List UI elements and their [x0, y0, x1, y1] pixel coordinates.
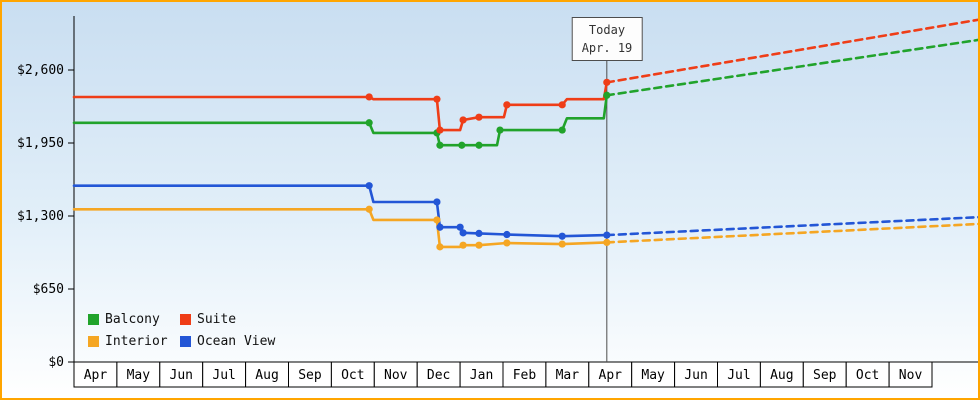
x-axis-month-cell: [159, 361, 204, 388]
today-date-label: Apr. 19: [581, 41, 633, 55]
series-point-interior: [558, 240, 566, 248]
x-axis-month-cell: [330, 361, 375, 388]
x-axis-month-cell: [545, 361, 590, 388]
legend-item-suite: Suite: [180, 312, 275, 327]
series-point-ocean-view: [558, 232, 566, 240]
legend-item-ocean-view: Ocean View: [180, 334, 275, 349]
series-point-suite: [603, 78, 611, 86]
series-point-interior: [475, 241, 483, 249]
y-axis-label: $650: [33, 282, 64, 297]
x-axis-month-label: Dec: [427, 368, 450, 383]
series-point-suite: [436, 126, 444, 134]
series-point-ocean-view: [365, 182, 373, 190]
series-point-suite: [558, 101, 566, 109]
x-axis-month-label: May: [641, 368, 665, 383]
x-axis-month-cell: [631, 361, 676, 388]
x-axis-month-cell: [588, 361, 633, 388]
x-axis-month-label: Jul: [727, 368, 750, 383]
series-point-ocean-view: [436, 223, 444, 231]
legend-label-balcony: Balcony: [105, 312, 160, 327]
x-axis-month-label: Apr: [84, 368, 108, 383]
series-line-ocean-view: [72, 184, 609, 238]
series-point-suite: [459, 116, 467, 124]
x-axis-month-label: Nov: [384, 368, 408, 383]
x-axis-month-label: Mar: [556, 368, 580, 383]
series-point-balcony: [496, 126, 504, 134]
series-point-ocean-view: [433, 198, 441, 206]
chart-legend: Balcony Suite Interior Ocean View: [88, 312, 275, 349]
series-point-ocean-view: [503, 230, 511, 239]
series-point-ocean-view: [603, 231, 611, 239]
x-axis-month-label: Oct: [341, 368, 364, 383]
series-point-interior: [603, 238, 611, 246]
legend-swatch-interior: [88, 336, 99, 347]
x-axis-month-cell: [888, 361, 933, 388]
x-axis-month-cell: [73, 361, 118, 388]
series-point-balcony: [458, 141, 466, 149]
series-point-ocean-view: [459, 229, 467, 237]
y-axis-label: $1,950: [17, 136, 64, 151]
series-line-interior: [72, 208, 609, 249]
series-point-balcony: [558, 126, 566, 134]
series-point-balcony: [603, 91, 611, 99]
series-projection-interior: [605, 222, 978, 244]
x-axis-month-label: Sep: [813, 368, 837, 383]
x-axis-month-label: Apr: [599, 368, 623, 383]
series-point-balcony: [365, 119, 373, 127]
series-point-interior: [436, 243, 444, 251]
series-projection-balcony: [605, 38, 978, 97]
x-axis-month-label: Jun: [170, 368, 193, 383]
x-axis-month-cell: [802, 361, 847, 388]
y-axis-label: $0: [48, 355, 64, 370]
x-axis-month-cell: [245, 361, 290, 388]
legend-item-balcony: Balcony: [88, 312, 180, 327]
today-label: Today: [588, 23, 626, 37]
series-point-interior: [433, 216, 441, 224]
today-marker-box: Today Apr. 19: [571, 17, 643, 61]
x-axis-month-label: Jun: [684, 368, 707, 383]
legend-swatch-ocean-view: [180, 336, 191, 347]
series-point-suite: [365, 93, 373, 101]
x-axis-month-label: Sep: [298, 368, 322, 383]
series-line-balcony: [72, 94, 609, 147]
y-axis-label: $1,300: [17, 209, 64, 224]
x-axis-month-cell: [759, 361, 804, 388]
series-point-balcony: [436, 141, 444, 149]
x-axis-month-label: May: [127, 368, 151, 383]
series-projection-suite: [605, 18, 978, 84]
series-projection-ocean-view: [605, 215, 978, 237]
legend-label-suite: Suite: [197, 312, 237, 327]
x-axis-month-label: Jan: [470, 368, 493, 383]
series-point-suite: [503, 101, 511, 109]
series-point-balcony: [475, 141, 483, 149]
legend-swatch-balcony: [88, 314, 99, 325]
series-point-ocean-view: [456, 223, 464, 231]
x-axis-month-cell: [502, 361, 547, 388]
x-axis-month-label: Feb: [513, 368, 537, 383]
x-axis-month-label: Jul: [212, 368, 235, 383]
x-axis-month-label: Oct: [856, 368, 879, 383]
x-axis-month-label: Aug: [255, 368, 278, 383]
series-point-interior: [459, 241, 467, 249]
series-point-suite: [433, 95, 441, 103]
series-line-suite: [72, 81, 609, 132]
x-axis-month-cell: [416, 361, 461, 388]
legend-label-interior: Interior: [105, 334, 168, 349]
legend-label-ocean-view: Ocean View: [197, 334, 276, 349]
legend-swatch-suite: [180, 314, 191, 325]
x-axis-month-label: Aug: [770, 368, 793, 383]
y-axis-label: $2,600: [17, 63, 64, 78]
series-point-interior: [503, 239, 511, 247]
series-point-interior: [365, 205, 373, 213]
series-point-suite: [475, 113, 483, 121]
legend-item-interior: Interior: [88, 334, 180, 349]
series-point-ocean-view: [475, 229, 483, 238]
x-axis-month-label: Nov: [899, 368, 923, 383]
